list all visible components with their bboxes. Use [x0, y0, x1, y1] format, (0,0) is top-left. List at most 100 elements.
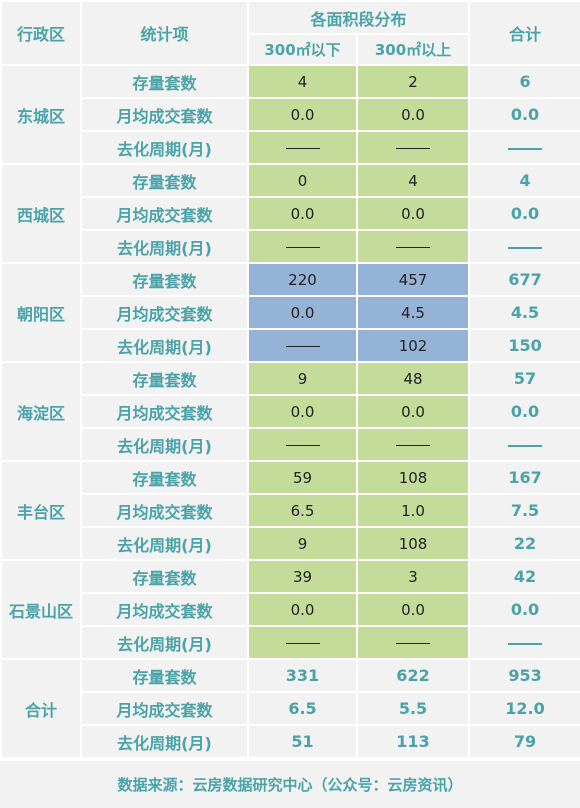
value-over-300: 48 — [355, 361, 471, 396]
metric-label: 月均成交套数 — [80, 691, 249, 726]
metric-label: 存量套数 — [80, 163, 249, 198]
table-body: 东城区 存量套数 4 2 6 月均成交套数 0.0 0.0 0.0 去化周期(月) 西城区 存量套数 0… — [0, 64, 580, 759]
not-applicable-dash — [285, 642, 320, 644]
value-under-300: 0.0 — [247, 592, 358, 627]
district-name: 东城区 — [0, 64, 82, 165]
table-row: 去化周期(月) — [1, 229, 580, 264]
value-under-300: 0.0 — [247, 196, 358, 231]
metric-label: 去化周期(月) — [80, 625, 249, 660]
value-total — [468, 229, 580, 264]
value-under-300: 0.0 — [247, 295, 358, 330]
value-total: 0.0 — [468, 97, 580, 132]
value-under-300 — [247, 130, 358, 165]
metric-label: 去化周期(月) — [80, 427, 249, 462]
value-under-300: 39 — [247, 559, 358, 594]
value-over-300: 0.0 — [355, 592, 471, 627]
not-applicable-dash — [396, 642, 430, 644]
value-under-300: 9 — [247, 526, 358, 561]
table-row: 月均成交套数 0.0 4.5 4.5 — [1, 295, 580, 330]
metric-label: 存量套数 — [80, 658, 249, 693]
value-total: 12.0 — [468, 691, 580, 726]
value-total: 7.5 — [468, 493, 580, 528]
value-total: 22 — [468, 526, 580, 561]
metric-label: 去化周期(月) — [80, 328, 249, 363]
table-row: 月均成交套数 0.0 0.0 0.0 — [1, 196, 580, 231]
table-row: 去化周期(月) — [1, 130, 580, 165]
table-row: 月均成交套数 6.5 1.0 7.5 — [1, 493, 580, 528]
metric-label: 去化周期(月) — [80, 724, 249, 759]
table-row: 去化周期(月) — [1, 427, 580, 462]
value-total: 42 — [468, 559, 580, 594]
district-name: 西城区 — [0, 163, 82, 264]
value-over-300: 108 — [355, 526, 471, 561]
table-row: 朝阳区 存量套数 220 457 677 — [0, 262, 580, 363]
value-under-300: 220 — [247, 262, 358, 297]
value-under-300 — [247, 625, 358, 660]
metric-label: 月均成交套数 — [80, 592, 249, 627]
value-total: 79 — [468, 724, 580, 759]
not-applicable-dash — [396, 246, 430, 248]
metric-label: 存量套数 — [80, 64, 249, 99]
not-applicable-dash — [285, 444, 320, 446]
header-district: 行政区 — [0, 0, 82, 66]
data-source-footer: 数据来源：云房数据研究中心（公众号：云房资讯） — [0, 759, 580, 808]
metric-label: 去化周期(月) — [80, 526, 249, 561]
value-over-300: 1.0 — [355, 493, 471, 528]
not-applicable-dash — [396, 147, 430, 149]
value-over-300: 4.5 — [355, 295, 471, 330]
value-total — [468, 625, 580, 660]
header-area-large: 300㎡以上 — [355, 33, 471, 66]
value-over-300: 0.0 — [355, 394, 471, 429]
metric-label: 月均成交套数 — [80, 196, 249, 231]
metric-label: 存量套数 — [80, 262, 249, 297]
district-name: 合计 — [0, 658, 82, 759]
value-over-300: 2 — [355, 64, 471, 99]
value-under-300 — [247, 427, 358, 462]
value-over-300 — [355, 427, 471, 462]
value-over-300: 102 — [355, 328, 471, 363]
value-over-300: 622 — [355, 658, 471, 693]
not-applicable-dash — [508, 642, 543, 645]
value-over-300: 108 — [355, 460, 471, 495]
value-over-300 — [355, 130, 471, 165]
value-total: 0.0 — [468, 196, 580, 231]
value-total — [468, 130, 580, 165]
value-total: 677 — [468, 262, 580, 297]
not-applicable-dash — [508, 147, 543, 150]
header-area-group: 各面积段分布 — [246, 0, 471, 35]
value-under-300: 59 — [247, 460, 358, 495]
metric-label: 去化周期(月) — [80, 130, 249, 165]
table-row: 去化周期(月) 9 108 22 — [1, 526, 580, 561]
value-under-300: 0.0 — [247, 97, 358, 132]
metric-label: 存量套数 — [80, 361, 249, 396]
value-over-300 — [355, 229, 471, 264]
table-row: 月均成交套数 0.0 0.0 0.0 — [1, 592, 580, 627]
value-under-300: 331 — [247, 658, 358, 693]
value-over-300: 4 — [355, 163, 471, 198]
value-total: 0.0 — [468, 592, 580, 627]
value-total: 150 — [468, 328, 580, 363]
table-row: 丰台区 存量套数 59 108 167 — [0, 460, 580, 561]
value-over-300: 5.5 — [355, 691, 471, 726]
value-total — [468, 427, 580, 462]
table-row: 海淀区 存量套数 9 48 57 — [0, 361, 580, 462]
district-name: 朝阳区 — [0, 262, 82, 363]
table-row: 去化周期(月) — [1, 625, 580, 660]
metric-label: 月均成交套数 — [80, 493, 249, 528]
value-over-300 — [355, 625, 471, 660]
value-over-300: 113 — [355, 724, 471, 759]
not-applicable-dash — [285, 147, 320, 149]
value-over-300: 0.0 — [355, 196, 471, 231]
value-total: 4 — [468, 163, 580, 198]
value-total: 6 — [468, 64, 580, 99]
table-row: 月均成交套数 0.0 0.0 0.0 — [1, 97, 580, 132]
table-row: 石景山区 存量套数 39 3 42 — [0, 559, 580, 660]
value-over-300: 0.0 — [355, 97, 471, 132]
value-total: 4.5 — [468, 295, 580, 330]
not-applicable-dash — [285, 345, 320, 347]
value-under-300: 51 — [247, 724, 358, 759]
table-row: 去化周期(月) 102 150 — [1, 328, 580, 363]
value-under-300: 6.5 — [247, 691, 358, 726]
metric-label: 存量套数 — [80, 559, 249, 594]
